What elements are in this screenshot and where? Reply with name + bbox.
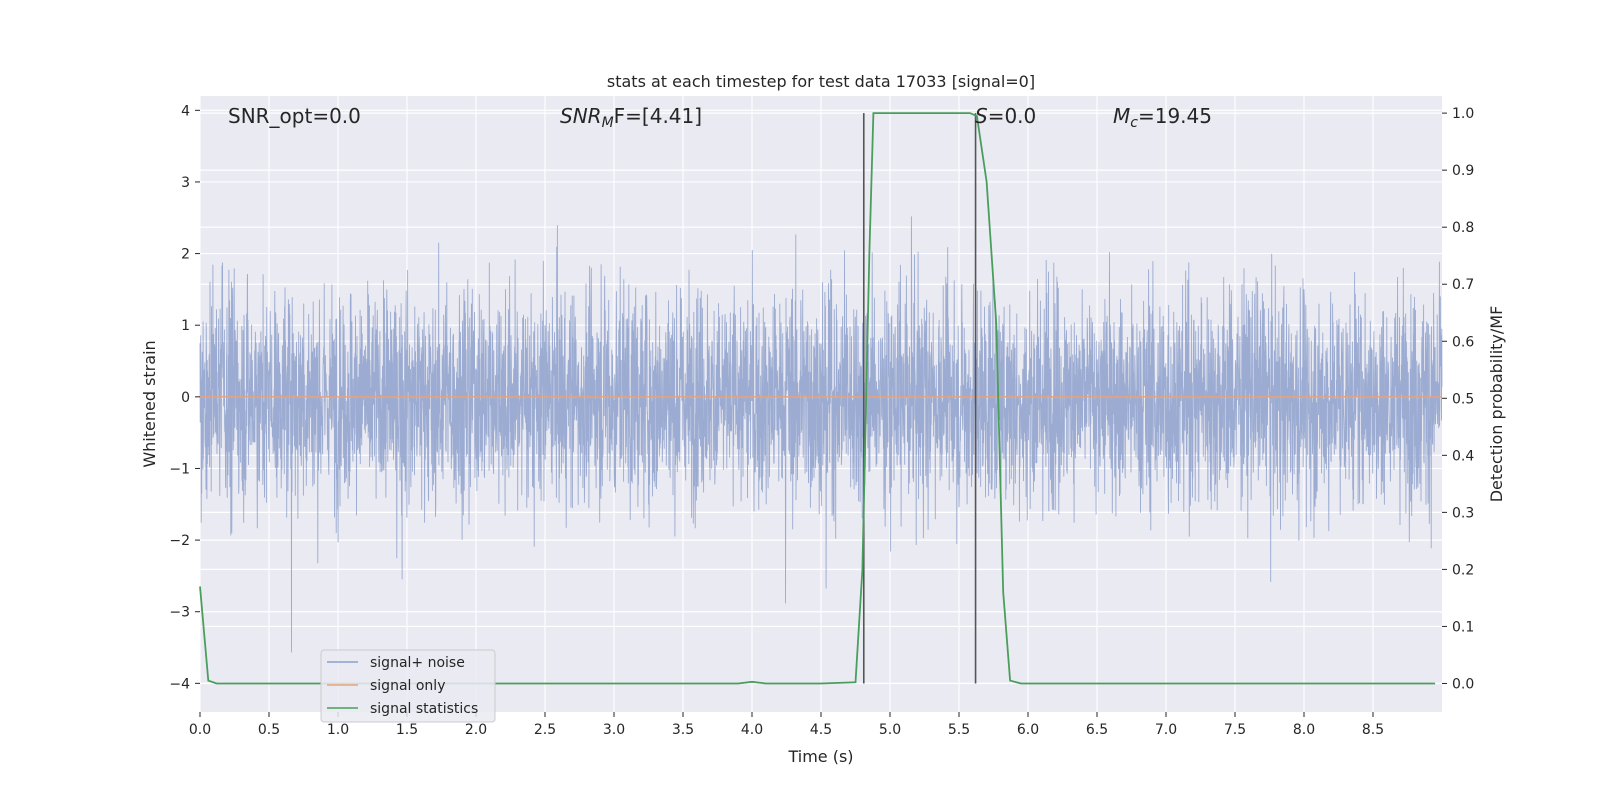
annotation-snr-opt: SNR_opt=0.0	[228, 104, 361, 128]
y-right-tick-label: 0.0	[1452, 676, 1474, 692]
annotation-snr-mf: SNRMF=[4.41]	[560, 104, 702, 131]
x-tick-label: 3.0	[603, 722, 625, 738]
legend-label-signal-statistics: signal statistics	[370, 701, 478, 717]
x-tick-label: 1.5	[396, 722, 418, 738]
y-left-tick-label: 4	[181, 103, 190, 119]
legend-label-signal-only: signal only	[370, 678, 445, 694]
y-left-tick-label: −1	[169, 461, 190, 477]
y-left-tick-label: 0	[181, 390, 190, 406]
annotation-s-var: S	[975, 104, 988, 128]
annotation-snr-mf-base: SNR	[560, 104, 602, 128]
vertical-markers	[862, 113, 977, 684]
x-tick-label: 4.0	[741, 722, 763, 738]
annotation-snr-mf-tail: F=[4.41]	[614, 104, 702, 128]
y-right-tick-label: 0.9	[1452, 163, 1474, 179]
annotation-mc: Mc=19.45	[1113, 104, 1212, 131]
x-tick-label: 4.5	[810, 722, 832, 738]
x-axis-label: Time (s)	[787, 747, 853, 766]
y-right-tick-label: 0.7	[1452, 277, 1474, 293]
signal-noise-line	[199, 216, 1443, 653]
x-tick-label: 0.5	[258, 722, 280, 738]
x-tick-label: 3.5	[672, 722, 694, 738]
y-right-tick-label: 0.2	[1452, 562, 1474, 578]
x-tick-label: 8.0	[1293, 722, 1315, 738]
y-right-tick-label: 0.6	[1452, 334, 1474, 350]
annotation-s: S=0.0	[975, 104, 1036, 128]
y-left-tick-label: 3	[181, 175, 190, 191]
y-right-tick-label: 0.1	[1452, 619, 1474, 635]
y-right-tick-label: 0.3	[1452, 505, 1474, 521]
x-tick-label: 2.0	[465, 722, 487, 738]
y-right-tick-label: 0.8	[1452, 220, 1474, 236]
y-left-tick-label: −3	[169, 605, 190, 621]
y-left-tick-label: 1	[181, 318, 190, 334]
y-right-tick-label: 1.0	[1452, 106, 1474, 122]
legend-box	[320, 649, 496, 723]
x-tick-label: 6.0	[1017, 722, 1039, 738]
x-tick-label: 5.5	[948, 722, 970, 738]
x-tick-label: 7.0	[1155, 722, 1177, 738]
x-tick-label: 0.0	[189, 722, 211, 738]
x-tick-label: 2.5	[534, 722, 556, 738]
x-tick-label: 6.5	[1086, 722, 1108, 738]
x-tick-label: 8.5	[1362, 722, 1384, 738]
x-tick-label: 5.0	[879, 722, 901, 738]
annotation-snr-mf-sub: M	[602, 115, 614, 131]
x-tick-label: 7.5	[1224, 722, 1246, 738]
y-left-tick-label: −2	[169, 533, 190, 549]
axis-ticks: 0.0 0.5 1.0 1.5 2.0 2.5 3.0 3.5 4.0 4.5 5.0 5.5 6.0 6…	[169, 103, 1474, 738]
y-right-tick-label: 0.4	[1452, 448, 1474, 464]
legend-label-signal-noise: signal+ noise	[370, 655, 465, 671]
legend: signal+ noise signal only signal statist…	[320, 649, 496, 723]
chart-title: stats at each timestep for test data 170…	[607, 72, 1035, 91]
x-tick-label: 1.0	[327, 722, 349, 738]
annotation-mc-sub: c	[1130, 115, 1138, 131]
series-signal-noise	[199, 216, 1443, 653]
y-axis-label-left: Whitened strain	[140, 340, 159, 467]
y-left-tick-label: 2	[181, 247, 190, 263]
y-left-tick-label: −4	[169, 676, 190, 692]
annotation-mc-base: M	[1113, 104, 1130, 128]
y-right-tick-label: 0.5	[1452, 391, 1474, 407]
annotation-mc-value: =19.45	[1138, 104, 1212, 128]
annotation-s-value: =0.0	[988, 104, 1037, 128]
y-axis-label-right: Detection probability/MF	[1487, 306, 1506, 503]
